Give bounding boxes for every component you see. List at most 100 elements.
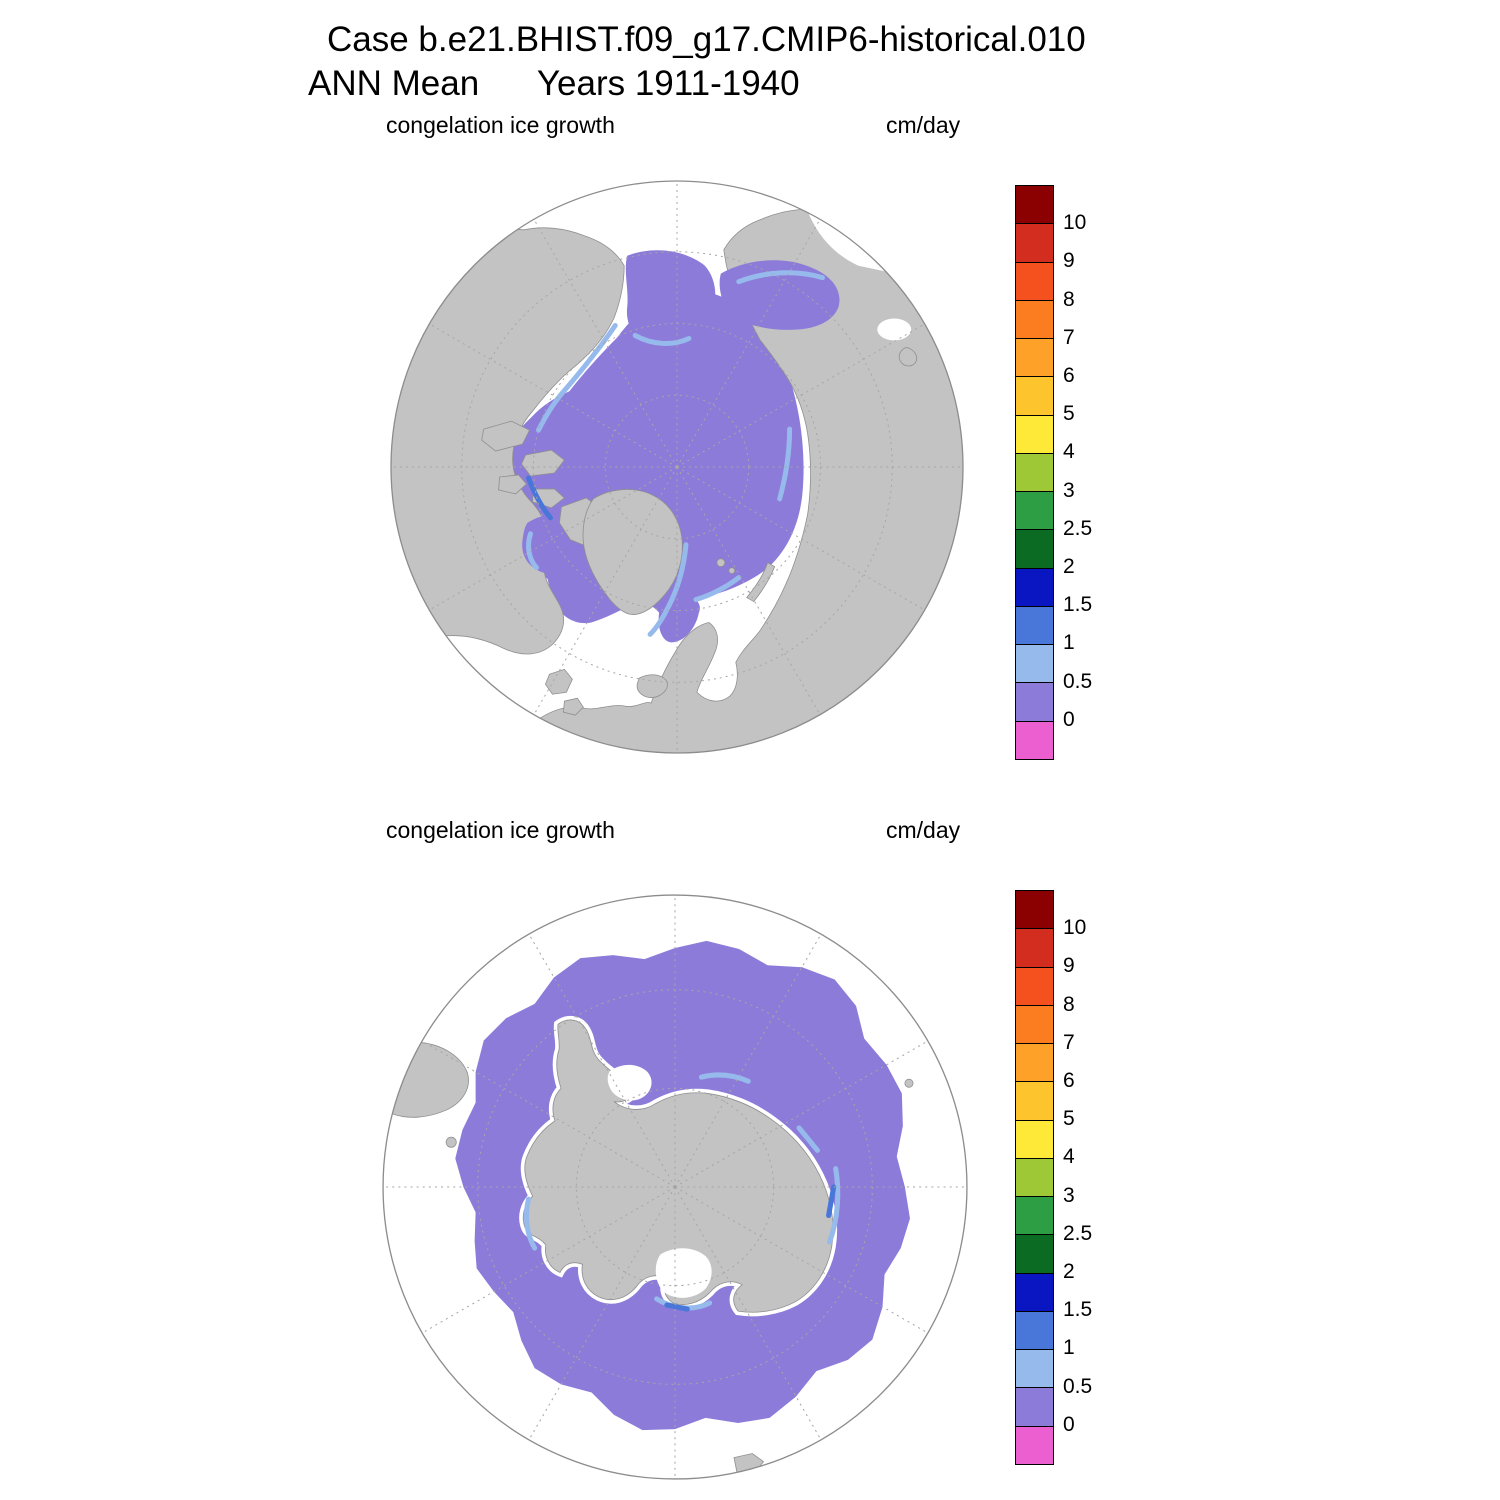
north-coast-fringe	[698, 1072, 751, 1084]
south-polar-map	[382, 894, 968, 1480]
colorbar-tick-label: 0.5	[1063, 1374, 1093, 1398]
panel1-colorbar-labels: 10 9 8 7 6 5 4 3 2.5 2 1.5 1 0.5 0	[1063, 185, 1133, 758]
antarctica-land	[522, 1019, 834, 1313]
colorbar-segment	[1016, 1273, 1053, 1312]
uk-islands	[545, 668, 584, 716]
colorbar-tick-label: 4	[1063, 440, 1075, 464]
colorbar-tick-label: 9	[1063, 249, 1075, 273]
small-island-east	[904, 1078, 914, 1088]
colorbar-segment	[1016, 929, 1053, 968]
colorbar-tick-label: 4	[1063, 1145, 1075, 1169]
colorbar-segment	[1016, 262, 1053, 301]
kara-coast-fringe	[777, 426, 793, 502]
panel1-units-label: cm/day	[886, 112, 961, 138]
figure-subtitle: ANN Mean Years 1911-1940	[308, 64, 800, 103]
colorbar-segment	[1016, 1426, 1053, 1464]
novaya-zemlya-island	[746, 562, 776, 603]
colorbar-tick-label: 1	[1063, 631, 1075, 655]
colorbar-segment	[1016, 453, 1053, 493]
south-map-boundary	[382, 894, 968, 1480]
sea-of-japan	[877, 318, 912, 341]
north-map-content	[390, 180, 964, 754]
colorbar-tick-label: 1.5	[1063, 1298, 1093, 1322]
east-antarctic-coast-fringe-dark	[826, 1184, 837, 1219]
colorbar-segment	[1016, 415, 1053, 454]
colorbar-tick-label: 6	[1063, 1069, 1075, 1092]
panel2-units-label: cm/day	[886, 817, 961, 843]
north-pacific-wedge	[612, 180, 757, 240]
colorbar-tick-label: 1	[1063, 1336, 1075, 1360]
east-antarctic-coast-fringe	[827, 1166, 841, 1245]
iceland-island	[636, 674, 668, 698]
greenland-land	[582, 489, 683, 615]
colorbar-segment	[1016, 1388, 1053, 1427]
colorbar-tick-label: 5	[1063, 402, 1075, 426]
figure-title: Case b.e21.BHIST.f09_g17.CMIP6-historica…	[327, 20, 1086, 59]
panel2-variable-label: congelation ice growth	[386, 817, 615, 843]
colorbar-segment	[1016, 186, 1053, 225]
north-graticule	[390, 180, 964, 754]
colorbar-tick-label: 5	[1063, 1107, 1075, 1131]
colorbar-segment	[1016, 606, 1053, 646]
colorbar-segment	[1016, 1120, 1053, 1159]
colorbar-segment	[1016, 967, 1053, 1006]
colorbar-tick-label: 9	[1063, 954, 1075, 978]
colorbar-tick-label: 1.5	[1063, 593, 1093, 617]
archipelago-channel-fringe	[526, 475, 553, 521]
colorbar-segment	[1016, 339, 1053, 378]
colorbar-tick-label: 2	[1063, 555, 1075, 578]
north-map-boundary	[390, 180, 964, 754]
ross-coast-fringe-dark	[664, 1302, 690, 1312]
colorbar-segment	[1016, 224, 1053, 263]
colorbar-segment	[1016, 1235, 1053, 1274]
south-graticule	[383, 895, 967, 1479]
japan-island	[898, 346, 918, 367]
ross-sea-notch	[655, 1248, 712, 1298]
okhotsk-edge-fringe	[736, 270, 825, 285]
colorbar-segment	[1016, 1350, 1053, 1389]
colorbar-tick-label: 8	[1063, 287, 1075, 311]
colorbar-tick-label: 0	[1063, 707, 1075, 731]
colorbar-segment	[1016, 568, 1053, 607]
bering-sea-ice	[625, 250, 716, 345]
barents-edge-fringe	[693, 575, 742, 603]
colorbar-tick-label: 7	[1063, 325, 1075, 349]
colorbar-segment	[1016, 645, 1053, 684]
svalbard-islands	[716, 558, 736, 575]
colorbar-tick-label: 3	[1063, 1183, 1075, 1207]
colorbar-tick-label: 7	[1063, 1030, 1075, 1054]
east-greenland-fringe	[647, 542, 689, 637]
colorbar-segment	[1016, 891, 1053, 930]
south-coastal-fringes	[523, 1072, 841, 1312]
colorbar-segment	[1016, 300, 1053, 340]
weddell-notch	[607, 1064, 652, 1101]
hudson-bay-fringe	[526, 531, 539, 571]
colorbar-segment	[1016, 683, 1053, 722]
colorbar-tick-label: 8	[1063, 992, 1075, 1016]
colorbar-tick-label: 0.5	[1063, 669, 1093, 693]
colorbar-segment	[1016, 1197, 1053, 1236]
south-map-content	[383, 895, 967, 1479]
colorbar-segment	[1016, 1311, 1053, 1351]
colorbar-tick-label: 10	[1063, 211, 1087, 235]
colorbar-tick-label: 0	[1063, 1412, 1075, 1436]
colorbar-segment	[1016, 721, 1053, 759]
falkland-island	[445, 1136, 457, 1148]
colorbar-segment	[1016, 1082, 1053, 1121]
north-coastal-fringes	[526, 270, 825, 637]
panel2-colorbar-labels: 10 9 8 7 6 5 4 3 2.5 2 1.5 1 0.5 0	[1063, 890, 1133, 1463]
colorbar-segment	[1016, 1044, 1053, 1083]
colorbar-tick-label: 2	[1063, 1260, 1075, 1283]
colorbar-segment	[1016, 377, 1053, 416]
north-polar-map	[390, 180, 964, 754]
colorbar-tick-label: 2.5	[1063, 516, 1093, 540]
northeast-coast-fringe	[796, 1125, 820, 1153]
panel1-colorbar	[1015, 185, 1054, 760]
colorbar-tick-label: 10	[1063, 916, 1087, 940]
colorbar-segment	[1016, 1158, 1053, 1198]
colorbar-segment	[1016, 530, 1053, 569]
colorbar-segment	[1016, 492, 1053, 531]
panel2-colorbar	[1015, 890, 1054, 1465]
colorbar-tick-label: 3	[1063, 478, 1075, 502]
colorbar-tick-label: 6	[1063, 364, 1075, 387]
